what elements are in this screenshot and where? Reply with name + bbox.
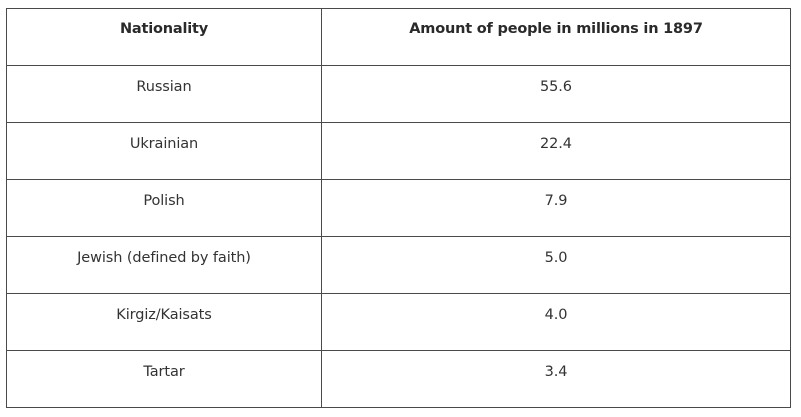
cell-amount: 5.0 [321,236,791,294]
table-row: Ukrainian 22.4 [6,122,791,180]
table-row: Kirgiz/Kaisats 4.0 [6,293,791,351]
cell-amount: 3.4 [321,350,791,408]
cell-amount: 55.6 [321,65,791,123]
header-amount: Amount of people in millions in 1897 [321,8,791,66]
nationality-table: Nationality Amount of people in millions… [6,8,791,408]
cell-nationality: Ukrainian [6,122,322,180]
cell-amount: 4.0 [321,293,791,351]
cell-nationality: Russian [6,65,322,123]
table-header-row: Nationality Amount of people in millions… [6,8,791,66]
cell-amount: 22.4 [321,122,791,180]
cell-nationality: Kirgiz/Kaisats [6,293,322,351]
table-row: Jewish (defined by faith) 5.0 [6,236,791,294]
table-row: Tartar 3.4 [6,350,791,408]
cell-amount: 7.9 [321,179,791,237]
table-row: Polish 7.9 [6,179,791,237]
header-nationality: Nationality [6,8,322,66]
cell-nationality: Tartar [6,350,322,408]
cell-nationality: Jewish (defined by faith) [6,236,322,294]
table-row: Russian 55.6 [6,65,791,123]
cell-nationality: Polish [6,179,322,237]
